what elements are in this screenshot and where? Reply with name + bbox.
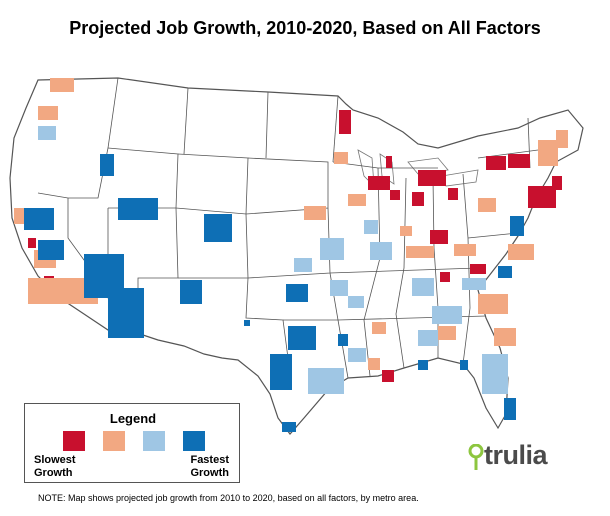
- legend-high-label-2: Growth: [190, 467, 229, 479]
- metro: [556, 130, 568, 148]
- legend-low-label-1: Slowest: [34, 454, 76, 466]
- metro: [304, 206, 326, 220]
- metro: [400, 226, 412, 236]
- us-metro-map: [9, 77, 584, 435]
- metro: [528, 186, 556, 208]
- metro: [470, 264, 486, 274]
- metro: [368, 176, 390, 190]
- legend-high-label-1: Fastest: [190, 454, 229, 466]
- metro: [494, 328, 516, 346]
- metro: [412, 192, 424, 206]
- metro: [364, 220, 378, 234]
- legend-swatch-slowest: [63, 431, 85, 451]
- metro: [552, 176, 562, 190]
- metro: [282, 422, 296, 432]
- metro: [510, 216, 524, 236]
- metro: [418, 360, 428, 370]
- metro: [438, 326, 456, 340]
- metro: [28, 238, 36, 248]
- metro: [390, 190, 400, 200]
- metro: [460, 360, 468, 370]
- metro: [294, 258, 312, 272]
- metro: [370, 242, 392, 260]
- metro: [508, 154, 530, 168]
- footnote: NOTE: Map shows projected job growth fro…: [38, 493, 419, 503]
- metro: [270, 354, 292, 390]
- fastest-growth-metros: [24, 154, 524, 432]
- metro: [538, 140, 558, 166]
- metro: [372, 322, 386, 334]
- metro: [348, 348, 366, 362]
- legend: Legend Slowest Growth Fastest Growth: [24, 403, 240, 483]
- metro: [448, 188, 458, 200]
- metro: [462, 278, 486, 290]
- metro: [204, 214, 232, 242]
- legend-low-label-2: Growth: [34, 467, 73, 479]
- legend-swatch-fast: [143, 431, 165, 451]
- metro: [504, 398, 516, 420]
- metro: [338, 334, 348, 346]
- metro: [286, 284, 308, 302]
- trulia-logo: trulia: [468, 440, 558, 474]
- metro: [38, 106, 58, 120]
- metro: [382, 370, 394, 382]
- metro: [180, 280, 202, 304]
- metro: [440, 272, 450, 282]
- metro: [412, 278, 434, 296]
- metro: [118, 198, 158, 220]
- metro: [432, 306, 462, 324]
- metro: [348, 296, 364, 308]
- legend-high-label: Fastest Growth: [190, 454, 229, 480]
- metro: [38, 240, 64, 260]
- legend-swatch-slow: [103, 431, 125, 451]
- metro: [24, 208, 54, 230]
- metro: [108, 288, 144, 338]
- metro: [308, 368, 344, 394]
- metro: [288, 326, 316, 350]
- metro: [486, 156, 506, 170]
- metro: [38, 126, 56, 140]
- metro: [368, 358, 380, 370]
- fast-growth-metros: [38, 126, 508, 394]
- metro: [244, 320, 250, 326]
- metro: [50, 78, 74, 92]
- metro: [418, 170, 446, 186]
- metro: [418, 330, 438, 346]
- metro: [498, 266, 512, 278]
- metro: [334, 152, 348, 164]
- metro: [482, 354, 508, 394]
- metro: [478, 198, 496, 212]
- logo-text: trulia: [484, 440, 548, 470]
- metro: [348, 194, 366, 206]
- metro: [320, 238, 344, 260]
- metro: [478, 294, 508, 314]
- metro: [100, 154, 114, 176]
- metro: [330, 280, 348, 296]
- metro: [386, 156, 392, 168]
- legend-swatch-fastest: [183, 431, 205, 451]
- legend-title: Legend: [109, 411, 157, 426]
- legend-low-label: Slowest Growth: [34, 454, 76, 480]
- metro: [508, 244, 534, 260]
- map-title: Projected Job Growth, 2010-2020, Based o…: [69, 18, 541, 38]
- metro: [339, 110, 351, 134]
- metro: [406, 246, 434, 258]
- slow-growth-metros: [14, 78, 568, 370]
- metro: [430, 230, 448, 244]
- metro: [454, 244, 476, 256]
- location-pin-icon: [468, 444, 484, 470]
